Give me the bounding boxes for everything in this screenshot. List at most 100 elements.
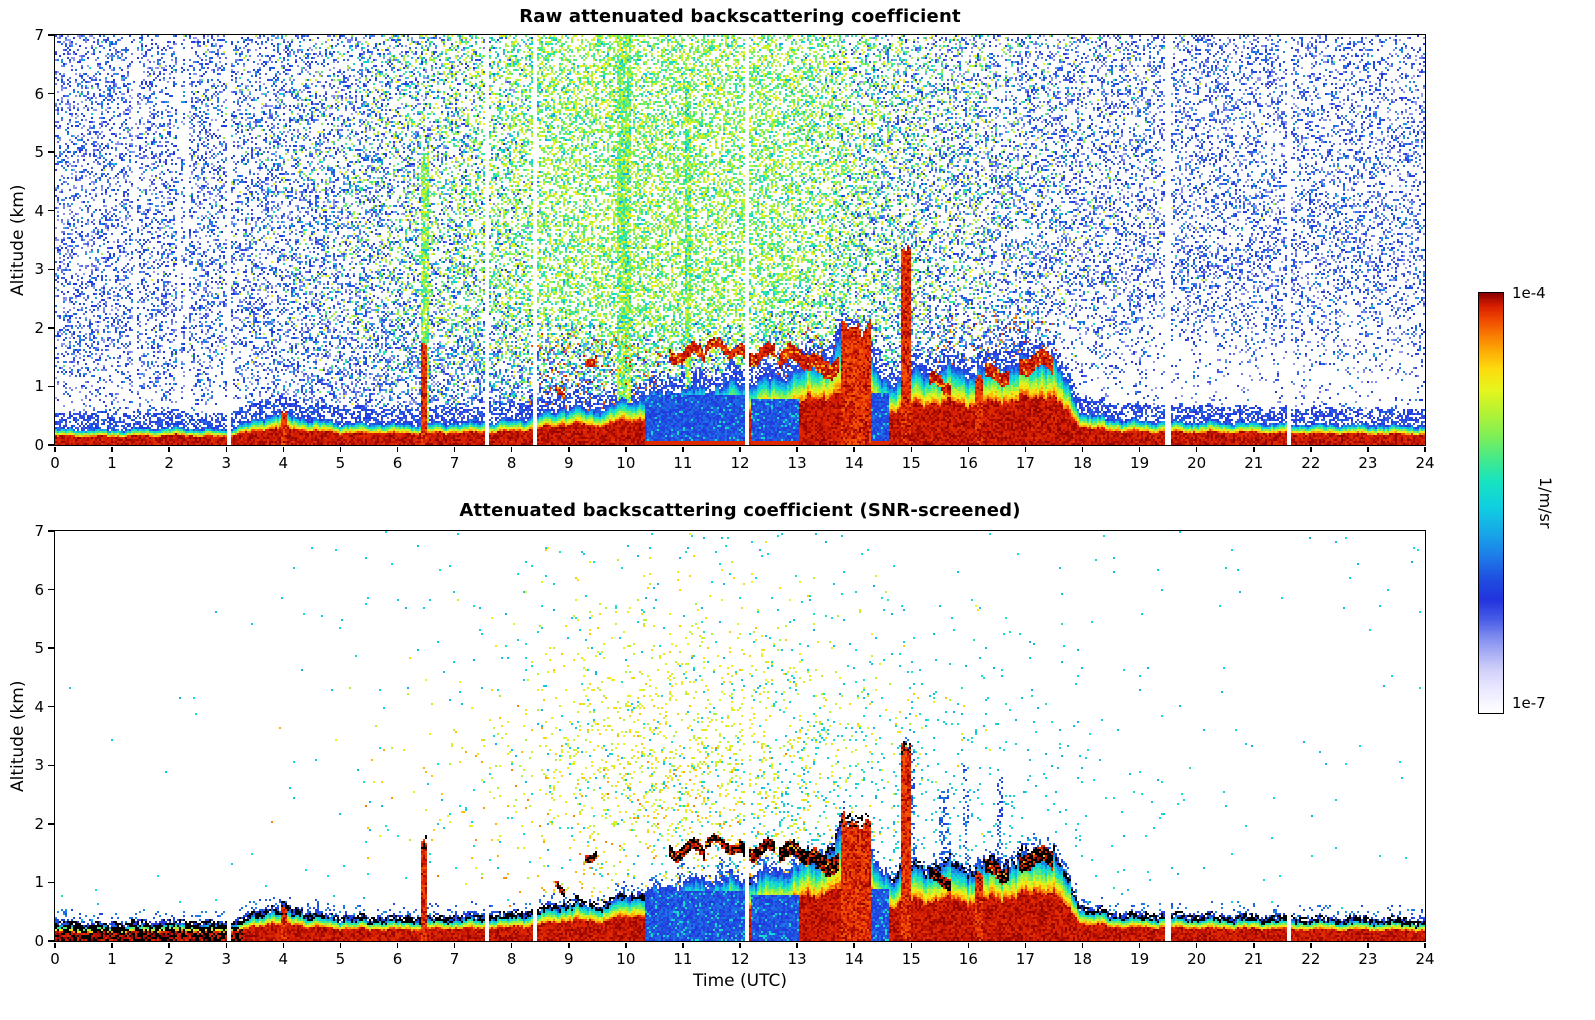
x-tick <box>1024 942 1027 948</box>
x-tick <box>682 446 684 452</box>
heatmap-screened <box>53 529 1426 942</box>
y-tick-label: 6 <box>34 580 44 599</box>
y-tick-label: 5 <box>34 143 44 162</box>
x-tick <box>225 446 227 452</box>
x-tick-label: 3 <box>221 950 232 968</box>
y-tick <box>48 647 54 649</box>
x-tick <box>54 942 56 948</box>
x-axis-label: Time (UTC) <box>693 971 787 991</box>
x-tick <box>396 942 399 948</box>
x-tick-label: 15 <box>901 454 921 472</box>
x-tick-label: 19 <box>1130 454 1150 472</box>
x-tick <box>453 446 456 452</box>
x-tick <box>282 446 285 452</box>
x-tick-label: 24 <box>1415 454 1435 472</box>
y-axis-label-screened: Altitude (km) <box>8 680 28 792</box>
x-tick-label: 4 <box>278 950 289 968</box>
y-tick <box>48 705 54 708</box>
x-tick <box>625 942 627 948</box>
x-tick <box>225 942 227 948</box>
x-tick-label: 16 <box>958 950 978 968</box>
y-tick-label: 5 <box>34 639 44 658</box>
y-tick <box>48 530 54 532</box>
x-tick <box>910 446 912 452</box>
x-tick-label: 6 <box>392 454 403 472</box>
x-tick-label: 23 <box>1358 950 1378 968</box>
x-tick-label: 2 <box>164 454 174 472</box>
x-tick-label: 8 <box>506 950 517 968</box>
x-tick-label: 11 <box>673 950 693 968</box>
x-tick-label: 22 <box>1301 454 1321 472</box>
x-tick <box>967 446 970 452</box>
colorbar-canvas <box>1479 293 1503 713</box>
x-tick <box>1367 446 1369 452</box>
y-tick <box>48 940 54 942</box>
x-tick-label: 21 <box>1244 454 1264 472</box>
x-tick <box>453 942 456 948</box>
y-tick <box>48 385 54 388</box>
panel-title-screened: Attenuated backscattering coefficient (S… <box>459 500 1021 521</box>
y-tick-label: 3 <box>34 756 44 775</box>
x-tick-label: 14 <box>844 454 864 472</box>
panel-title-raw: Raw attenuated backscattering coefficien… <box>519 6 961 27</box>
x-tick-label: 1 <box>107 454 117 472</box>
y-tick-label: 1 <box>34 377 44 396</box>
colorbar-min-label: 1e-7 <box>1512 694 1546 712</box>
x-tick <box>853 446 855 452</box>
y-tick-label: 0 <box>34 932 44 950</box>
y-tick-label: 4 <box>34 697 44 716</box>
x-tick-label: 1 <box>107 950 117 968</box>
x-tick-label: 20 <box>1187 454 1207 472</box>
y-tick-label: 4 <box>34 201 44 220</box>
x-tick <box>1138 446 1141 452</box>
x-tick-label: 2 <box>164 950 174 968</box>
x-tick-label: 3 <box>221 454 232 472</box>
colorbar <box>1478 292 1504 714</box>
x-tick <box>396 446 399 452</box>
y-tick <box>48 327 54 329</box>
x-tick-label: 6 <box>392 950 403 968</box>
x-tick <box>1253 942 1255 948</box>
x-tick-label: 10 <box>616 950 636 968</box>
x-tick <box>1310 446 1312 452</box>
x-tick <box>1424 446 1426 452</box>
y-tick-label: 3 <box>34 260 44 279</box>
x-tick-label: 15 <box>901 950 921 968</box>
x-tick-label: 18 <box>1072 454 1093 472</box>
y-tick <box>48 92 54 95</box>
x-tick <box>1367 942 1369 948</box>
x-tick-label: 23 <box>1358 454 1378 472</box>
y-tick <box>48 151 54 153</box>
x-tick-label: 12 <box>730 950 750 968</box>
x-tick-label: 18 <box>1072 950 1093 968</box>
y-axis-label-raw: Altitude (km) <box>8 184 28 296</box>
x-tick-label: 11 <box>673 454 693 472</box>
x-tick-label: 7 <box>449 950 460 968</box>
x-tick-label: 7 <box>449 454 460 472</box>
x-tick <box>910 942 912 948</box>
x-tick-label: 13 <box>787 454 807 472</box>
x-tick <box>739 446 741 452</box>
x-tick-label: 5 <box>335 950 346 968</box>
x-tick <box>111 446 113 452</box>
x-tick <box>510 942 513 948</box>
x-tick-label: 20 <box>1187 950 1207 968</box>
x-tick-label: 19 <box>1130 950 1150 968</box>
x-tick <box>168 446 170 452</box>
x-tick <box>853 942 855 948</box>
x-tick-label: 5 <box>335 454 346 472</box>
x-tick <box>111 942 113 948</box>
x-tick-label: 9 <box>563 454 574 472</box>
y-tick <box>48 881 54 884</box>
x-tick <box>1310 942 1312 948</box>
x-tick-label: 21 <box>1244 950 1264 968</box>
y-tick <box>48 764 54 767</box>
x-tick <box>282 942 285 948</box>
y-tick-label: 7 <box>34 522 44 540</box>
x-tick <box>568 446 570 452</box>
y-tick-label: 1 <box>34 873 44 892</box>
x-tick-label: 0 <box>50 950 60 968</box>
x-tick-label: 0 <box>50 454 60 472</box>
x-tick-label: 17 <box>1015 454 1035 472</box>
